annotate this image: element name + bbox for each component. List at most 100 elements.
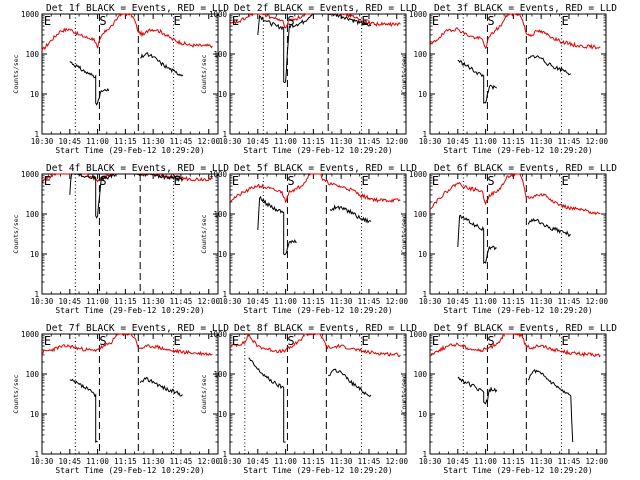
segment-marker: S xyxy=(99,14,106,28)
panel-det-7: Det 7f BLACK = Events, RED = LLD 1 10 100 10… xyxy=(12,323,229,475)
y-tick-label: 10 xyxy=(30,250,40,259)
x-tick-label: 12:00 xyxy=(197,297,220,306)
y-tick-label: 1000 xyxy=(209,330,228,339)
segment-marker: E xyxy=(432,334,439,348)
plot-frame xyxy=(429,173,607,295)
x-tick-label: 11:45 xyxy=(170,457,193,466)
y-tick-label: 100 xyxy=(413,370,427,379)
segment-marker: E xyxy=(562,334,569,348)
y-tick-label: 10 xyxy=(30,410,40,419)
x-tick-label: 11:45 xyxy=(558,457,581,466)
series-line-events xyxy=(69,376,183,443)
x-tick-label: 11:30 xyxy=(330,297,353,306)
x-tick-label: 11:45 xyxy=(358,297,381,306)
x-tick-label: 12:00 xyxy=(197,137,220,146)
series-line-events xyxy=(457,214,571,264)
x-tick-label: 11:45 xyxy=(170,137,193,146)
x-tick-label: 11:00 xyxy=(474,137,497,146)
series-line-events xyxy=(457,368,574,443)
x-tick-label: 12:00 xyxy=(585,137,608,146)
panel-title: Det 4f BLACK = Events, RED = LLD xyxy=(46,163,229,174)
y-tick-label: 1000 xyxy=(209,170,228,179)
y-axis-label: Counts/sec xyxy=(12,374,20,413)
series-line-events xyxy=(257,12,372,84)
panel-title: Det 1f BLACK = Events, RED = LLD xyxy=(46,3,229,14)
segment-marker: E xyxy=(432,174,439,188)
x-tick-label: 10:30 xyxy=(31,297,54,306)
segment-marker: E xyxy=(232,334,239,348)
y-tick-label: 100 xyxy=(213,210,227,219)
panel-title: Det 2f BLACK = Events, RED = LLD xyxy=(234,3,417,14)
segment-marker: S xyxy=(287,174,294,188)
x-tick-label: 11:15 xyxy=(114,137,137,146)
series-line-events xyxy=(457,55,572,104)
x-tick-label: 11:15 xyxy=(302,297,325,306)
x-tick-label: 11:30 xyxy=(530,297,553,306)
segment-marker: E xyxy=(174,174,181,188)
x-tick-label: 11:00 xyxy=(86,457,109,466)
x-tick-label: 12:00 xyxy=(197,457,220,466)
y-axis-label: Counts/sec xyxy=(200,374,208,413)
x-tick-label: 11:15 xyxy=(302,457,325,466)
x-axis-label: Start Time (29-Feb-12 10:29:20) xyxy=(443,146,592,155)
x-tick-label: 11:00 xyxy=(274,457,297,466)
y-tick-label: 1000 xyxy=(409,170,428,179)
segment-marker: E xyxy=(174,334,181,348)
panel-det-5: Det 5f BLACK = Events, RED = LLD 1 10 100 10… xyxy=(200,163,417,315)
x-tick-label: 10:30 xyxy=(219,297,242,306)
x-tick-label: 11:15 xyxy=(502,457,525,466)
y-tick-label: 10 xyxy=(418,250,428,259)
series-line-lld xyxy=(229,173,401,204)
y-axis-label: Counts/sec xyxy=(400,374,408,413)
y-tick-label: 1000 xyxy=(21,170,40,179)
y-tick-label: 100 xyxy=(213,50,227,59)
series-line-lld xyxy=(41,173,213,183)
segment-marker: S xyxy=(287,14,294,28)
x-axis-label: Start Time (29-Feb-12 10:29:20) xyxy=(443,466,592,475)
x-tick-label: 11:30 xyxy=(330,137,353,146)
x-tick-label: 10:45 xyxy=(59,457,82,466)
x-tick-label: 11:45 xyxy=(558,137,581,146)
y-tick-label: 1 xyxy=(422,130,427,139)
segment-marker: S xyxy=(287,334,294,348)
x-tick-label: 11:15 xyxy=(502,297,525,306)
x-tick-label: 11:15 xyxy=(114,457,137,466)
x-tick-label: 10:30 xyxy=(31,137,54,146)
segment-marker: S xyxy=(487,14,494,28)
panel-title: Det 7f BLACK = Events, RED = LLD xyxy=(46,323,229,334)
x-tick-label: 10:30 xyxy=(419,137,442,146)
x-tick-label: 12:00 xyxy=(585,297,608,306)
y-tick-label: 1000 xyxy=(409,10,428,19)
panel-det-1: Det 1f BLACK = Events, RED = LLD 1 10 100 10… xyxy=(12,3,229,155)
y-tick-label: 1 xyxy=(34,130,39,139)
x-tick-label: 11:00 xyxy=(274,297,297,306)
x-tick-label: 10:30 xyxy=(219,457,242,466)
x-tick-label: 11:15 xyxy=(502,137,525,146)
y-axis-label: Counts/sec xyxy=(400,214,408,253)
y-tick-label: 1000 xyxy=(209,10,228,19)
segment-marker: E xyxy=(232,14,239,28)
x-axis-label: Start Time (29-Feb-12 10:29:20) xyxy=(55,146,204,155)
segment-marker: E xyxy=(44,174,51,188)
segment-marker: E xyxy=(44,14,51,28)
segment-marker: E xyxy=(362,174,369,188)
y-tick-label: 1000 xyxy=(409,330,428,339)
x-tick-label: 12:00 xyxy=(385,457,408,466)
panel-title: Det 6f BLACK = Events, RED = LLD xyxy=(434,163,617,174)
x-axis-label: Start Time (29-Feb-12 10:29:20) xyxy=(243,466,392,475)
segment-marker: E xyxy=(362,334,369,348)
x-tick-label: 11:15 xyxy=(114,297,137,306)
x-tick-label: 11:00 xyxy=(474,297,497,306)
segment-marker: E xyxy=(562,174,569,188)
x-tick-label: 10:45 xyxy=(247,457,270,466)
segment-marker: E xyxy=(232,174,239,188)
segment-marker: S xyxy=(99,334,106,348)
x-tick-label: 11:45 xyxy=(358,137,381,146)
series-line-events xyxy=(69,172,184,219)
series-line-events xyxy=(69,52,184,106)
series-line-lld xyxy=(41,12,213,51)
x-tick-label: 10:30 xyxy=(419,457,442,466)
y-tick-label: 1 xyxy=(222,130,227,139)
x-tick-label: 10:30 xyxy=(31,457,54,466)
